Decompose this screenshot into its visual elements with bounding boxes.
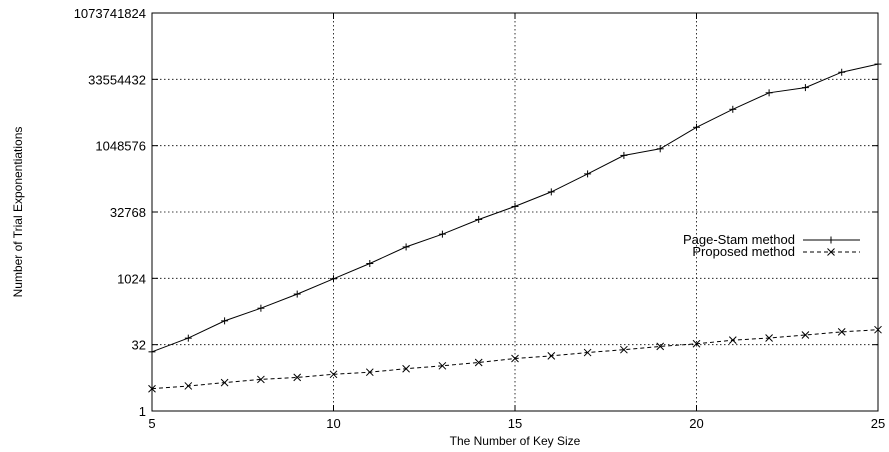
data-point xyxy=(257,304,265,312)
legend-label: Proposed method xyxy=(692,244,795,259)
x-tick-label: 25 xyxy=(871,416,885,431)
data-point xyxy=(765,334,773,342)
data-point xyxy=(329,370,338,379)
data-point xyxy=(293,373,302,382)
x-axis-label: The Number of Key Size xyxy=(450,434,581,448)
data-point xyxy=(620,151,628,159)
data-point xyxy=(402,364,410,373)
data-point xyxy=(801,331,810,339)
data-point xyxy=(765,89,773,97)
legend-label: Page-Stam method xyxy=(683,232,795,247)
data-point xyxy=(656,145,664,153)
grid-lines xyxy=(152,13,878,411)
x-tick-label: 15 xyxy=(508,416,522,431)
data-point xyxy=(692,339,701,348)
data-point xyxy=(402,243,410,251)
y-tick-label: 33554432 xyxy=(88,72,146,87)
y-tick-label: 32768 xyxy=(110,205,146,220)
series-page-stam xyxy=(148,60,882,356)
data-point xyxy=(293,290,301,298)
series-layer xyxy=(148,60,882,393)
data-point xyxy=(330,275,337,283)
series-proposed xyxy=(148,325,882,393)
data-point xyxy=(148,348,156,356)
y-tick-label: 32 xyxy=(132,338,146,353)
data-point xyxy=(366,260,374,268)
data-point xyxy=(728,336,737,345)
data-point xyxy=(257,375,265,384)
data-point xyxy=(474,358,483,367)
data-point xyxy=(511,202,519,210)
x-tick-label: 20 xyxy=(689,416,703,431)
data-point xyxy=(438,361,447,370)
data-point xyxy=(148,384,156,393)
data-point xyxy=(511,354,519,363)
data-point xyxy=(693,123,700,131)
data-point xyxy=(801,84,809,92)
data-point xyxy=(729,105,737,113)
y-tick-label: 1048576 xyxy=(95,139,146,154)
data-point xyxy=(438,230,446,238)
data-point xyxy=(584,170,592,178)
y-tick-label: 1 xyxy=(139,404,146,419)
data-point xyxy=(874,325,882,334)
data-point xyxy=(184,382,193,390)
data-point xyxy=(365,368,374,377)
data-point xyxy=(837,328,846,336)
legend-marker xyxy=(827,236,835,244)
data-point xyxy=(583,348,592,357)
x-tick-label: 10 xyxy=(326,416,340,431)
data-point xyxy=(838,68,846,76)
legend-marker xyxy=(827,248,835,256)
x-tick-label: 5 xyxy=(148,416,155,431)
data-point xyxy=(220,378,229,387)
y-tick-label: 1073741824 xyxy=(74,6,146,21)
data-point xyxy=(547,352,556,360)
legend-entry: Page-Stam method xyxy=(683,232,860,247)
data-point xyxy=(547,188,555,196)
y-axis-label: Number of Trial Exponentiations xyxy=(11,127,25,298)
data-point xyxy=(874,60,882,68)
legend-entry: Proposed method xyxy=(692,244,860,259)
data-point xyxy=(184,334,192,342)
axis-ticks: 5 10 15 20 25 1 32 1024 32768 1048576 33554432 1073… xyxy=(74,6,886,431)
data-point xyxy=(221,317,229,325)
data-point xyxy=(620,345,628,354)
y-tick-label: 1024 xyxy=(117,271,146,286)
data-point xyxy=(656,342,665,351)
data-point xyxy=(475,215,483,223)
